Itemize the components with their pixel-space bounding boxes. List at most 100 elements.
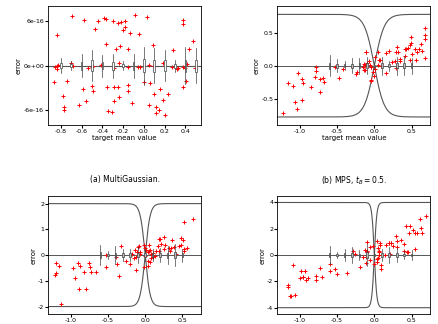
Point [146, 80, 153, 86]
Point [87, 269, 94, 274]
Point [114, 20, 121, 25]
Point [367, 77, 374, 82]
Point [406, 58, 413, 63]
Point [289, 83, 296, 88]
Point [141, 246, 148, 251]
Point [361, 67, 368, 72]
Point [136, 249, 143, 255]
Point [298, 97, 305, 102]
Point [53, 33, 60, 38]
Point [401, 47, 408, 52]
Point [422, 213, 429, 218]
Point [375, 243, 382, 248]
Point [145, 102, 152, 108]
Point [385, 240, 392, 245]
Point [75, 286, 82, 291]
Bar [373, 65, 374, 67]
Point [393, 245, 400, 250]
Point [412, 230, 419, 236]
Point [148, 252, 155, 257]
Point [102, 41, 110, 46]
Point [403, 45, 410, 51]
Point [374, 57, 381, 63]
Point [343, 270, 350, 275]
Point [152, 249, 159, 254]
Point [115, 60, 122, 65]
Point [394, 49, 401, 54]
Point [180, 249, 187, 254]
Point [53, 261, 60, 266]
Point [367, 64, 374, 70]
Point [169, 237, 176, 242]
Point [361, 50, 368, 55]
Bar [328, 253, 330, 258]
Bar [163, 60, 165, 71]
Bar [152, 253, 153, 257]
Bar [91, 61, 92, 71]
Bar [184, 60, 186, 72]
Point [356, 265, 363, 270]
Point [76, 263, 83, 268]
Point [80, 18, 87, 23]
Bar [129, 253, 131, 257]
Point [409, 227, 416, 233]
Point [312, 278, 319, 283]
Point [374, 249, 381, 254]
Point [109, 18, 116, 24]
Point [167, 246, 174, 251]
Point [180, 220, 187, 225]
Point [126, 31, 133, 36]
Point [145, 242, 152, 248]
Bar [380, 63, 382, 68]
Point [117, 244, 124, 249]
Point [387, 241, 394, 246]
Point [363, 60, 370, 65]
Bar [328, 63, 330, 69]
Point [410, 247, 417, 252]
Point [141, 264, 148, 269]
Point [420, 26, 427, 31]
Bar [395, 63, 396, 68]
Point [118, 19, 125, 25]
Point [183, 245, 190, 250]
Point [61, 108, 68, 113]
Point [318, 274, 325, 280]
Bar [153, 60, 155, 72]
Point [371, 54, 378, 60]
Point [147, 256, 154, 261]
Point [299, 274, 306, 279]
Point [373, 62, 380, 67]
Point [179, 17, 186, 23]
Bar [395, 253, 396, 257]
Point [360, 68, 367, 73]
Point [369, 73, 376, 78]
Point [53, 66, 60, 71]
Bar [410, 64, 411, 68]
Point [152, 110, 159, 115]
Point [375, 252, 382, 257]
Point [152, 104, 159, 110]
Point [102, 252, 109, 258]
Point [137, 251, 144, 256]
Point [410, 47, 417, 52]
Point [318, 75, 325, 81]
Bar [410, 254, 411, 256]
Point [156, 87, 163, 92]
Bar [358, 254, 360, 257]
Point [172, 251, 179, 257]
Bar [132, 62, 134, 70]
Point [155, 249, 162, 254]
Bar [81, 62, 82, 70]
Point [166, 249, 173, 254]
Point [169, 47, 176, 52]
Point [400, 241, 407, 247]
Bar [350, 64, 352, 68]
Point [165, 245, 172, 250]
Point [131, 247, 138, 252]
Point [149, 254, 156, 260]
Point [142, 248, 149, 253]
Point [387, 241, 394, 246]
Bar [143, 59, 145, 72]
Point [154, 243, 161, 248]
Point [412, 57, 419, 62]
